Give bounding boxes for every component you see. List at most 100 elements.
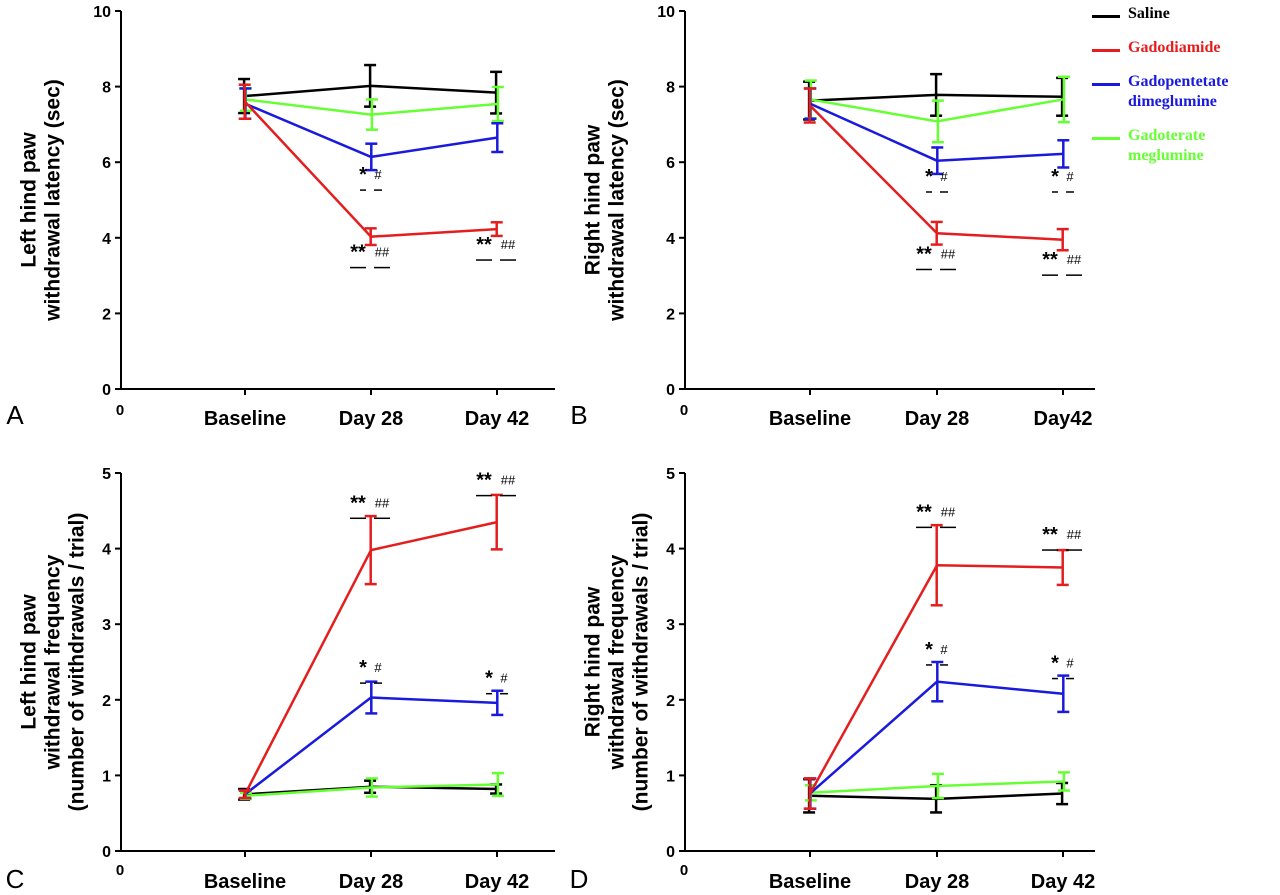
x-tick-label: Baseline — [204, 408, 286, 430]
significance-annotation: ** ## — [1042, 524, 1082, 551]
significance-annotation: * # — [925, 639, 948, 666]
y-tick-label: 0 — [102, 382, 111, 399]
series-line — [809, 98, 1064, 123]
series-gadodiamide — [803, 523, 1069, 810]
y-axis-label: withdrawal latency (sec) — [42, 79, 65, 322]
significance-annotation: ** ## — [1042, 249, 1082, 276]
x-tick-label: Day 28 — [339, 408, 404, 430]
y-tick-label: 2 — [102, 693, 111, 710]
series-saline — [803, 777, 1069, 814]
series-line — [244, 100, 498, 238]
significance-hashes: # — [1066, 169, 1074, 184]
series-line — [244, 783, 498, 798]
y-tick-label: 2 — [102, 306, 111, 323]
y-axis-label: withdrawal frequency — [42, 554, 65, 770]
series-line — [243, 520, 498, 795]
significance-stars: * — [359, 657, 367, 679]
y-tick-label: 1 — [102, 768, 111, 785]
y-tick-label: 6 — [102, 155, 111, 172]
significance-annotation: ** ## — [476, 470, 516, 497]
y-tick-label: 10 — [657, 4, 675, 21]
y-axis-label: Right hind paw — [582, 124, 605, 275]
legend-swatch-gadoterate — [1092, 137, 1120, 140]
y-axis-label: (number of withdrawals / trial) — [630, 513, 653, 812]
series-line — [244, 696, 498, 796]
series-line — [809, 780, 1064, 795]
significance-hashes: # — [940, 169, 948, 184]
significance-stars: ** — [350, 492, 366, 514]
y-tick-label: 4 — [666, 231, 675, 248]
chart-panel-c: 0 1 2 3 4 5 Baseline Day 28 Day 42 0 C Left hind pa… — [6, 466, 555, 894]
significance-hashes: ## — [941, 246, 956, 261]
significance-hashes: # — [374, 167, 382, 182]
y-tick-label: 3 — [666, 617, 675, 634]
chart-panel-d: 0 1 2 3 4 5 Baseline Day 28 Day 42 0 D Right hind p… — [570, 466, 1096, 894]
y-axis-label: withdrawal latency (sec) — [606, 79, 629, 322]
y-tick-label: 6 — [666, 155, 675, 172]
legend-swatch-gadodiamide — [1092, 49, 1120, 52]
series-gadodiamide — [238, 83, 503, 247]
significance-annotation: * # — [925, 166, 948, 193]
significance-hashes: ## — [501, 237, 516, 252]
series-line — [809, 93, 1064, 102]
y-tick-label: 2 — [666, 693, 675, 710]
significance-hashes: ## — [1067, 252, 1082, 267]
series-line — [809, 102, 1064, 162]
panel-letter: B — [570, 400, 587, 430]
y-tick-label: 0 — [666, 382, 675, 399]
significance-annotation: ** ## — [916, 243, 956, 271]
chart-panel-a: 0 2 4 6 8 10 Baseline Day 28 Day 42 0 A Left hind p… — [6, 4, 555, 430]
series-line — [809, 680, 1064, 795]
x-origin-label: 0 — [116, 402, 124, 419]
y-axis-label: Left hind paw — [18, 132, 41, 268]
series-line — [808, 563, 1064, 795]
legend-swatch-saline — [1092, 15, 1120, 18]
significance-stars: ** — [476, 234, 492, 256]
legend-item-gadoterate: Gadoterate meglumine — [1092, 126, 1278, 166]
chart-panel-b: 0 2 4 6 8 10 Baseline Day 28 Day42 0 B Right hind p… — [570, 4, 1095, 430]
significance-annotation: * # — [359, 657, 382, 684]
x-tick-label: Day 42 — [465, 871, 530, 893]
significance-stars: * — [1051, 166, 1059, 188]
significance-annotation: ** ## — [916, 501, 956, 529]
significance-hashes: ## — [375, 495, 390, 510]
panel-letter: C — [6, 864, 25, 894]
significance-annotation: * # — [1051, 653, 1074, 680]
significance-annotation: * # — [359, 164, 382, 191]
legend-item-saline: Saline — [1092, 4, 1278, 24]
x-origin-label: 0 — [116, 862, 124, 879]
significance-stars: * — [925, 166, 933, 188]
series-gadodiamide — [238, 493, 503, 800]
y-tick-label: 5 — [666, 466, 675, 483]
x-tick-label: Day 42 — [465, 408, 530, 430]
series-gadoterate — [804, 75, 1070, 144]
y-tick-label: 3 — [102, 617, 111, 634]
y-axis-label: (number of withdrawals / trial) — [66, 513, 89, 812]
significance-hashes: ## — [501, 473, 516, 488]
significance-hashes: # — [940, 642, 948, 657]
panel-letter: A — [6, 400, 24, 430]
y-tick-label: 0 — [102, 844, 111, 861]
significance-stars: ** — [1042, 524, 1058, 546]
y-tick-label: 2 — [666, 306, 675, 323]
legend-label-gadodiamide: Gadodiamide — [1128, 39, 1221, 56]
significance-stars: * — [1051, 653, 1059, 675]
x-tick-label: Day 42 — [1031, 871, 1096, 893]
significance-hashes: ## — [941, 504, 956, 519]
x-tick-label: Baseline — [769, 871, 851, 893]
significance-stars: * — [359, 164, 367, 186]
significance-annotation: ** ## — [350, 492, 390, 520]
significance-hashes: ## — [375, 245, 390, 260]
legend: Saline Gadodiamide Gadopentetate dimeglu… — [1092, 4, 1278, 172]
x-tick-label: Day 28 — [905, 871, 970, 893]
significance-stars: ** — [350, 242, 366, 264]
y-tick-label: 4 — [102, 231, 111, 248]
x-origin-label: 0 — [680, 402, 688, 419]
y-axis-label: Right hind paw — [582, 586, 605, 737]
series-gadoterate — [804, 771, 1070, 802]
x-origin-label: 0 — [680, 862, 688, 879]
series-line — [809, 104, 1064, 241]
y-axis-label: Left hind paw — [18, 594, 41, 730]
x-tick-label: Baseline — [769, 408, 851, 430]
